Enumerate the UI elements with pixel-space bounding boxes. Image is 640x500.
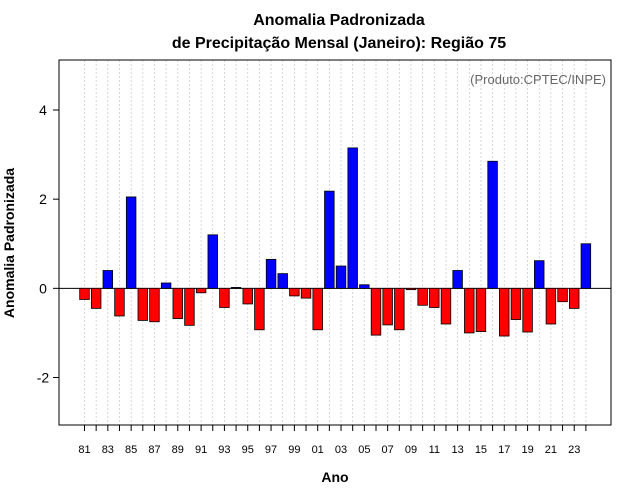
bar-08: [394, 287, 405, 331]
bar-15: [475, 287, 487, 332]
bar-09: [405, 287, 417, 291]
source-note: (Produto:CPTEC/INPE): [470, 72, 606, 87]
x-tick-label: 11: [429, 444, 440, 456]
x-tick-label: 95: [242, 444, 254, 456]
bar-07: [382, 287, 393, 326]
bar-18: [510, 287, 522, 320]
bar-88: [160, 282, 172, 289]
bar-83: [102, 270, 114, 289]
bar-14: [464, 287, 475, 334]
x-tick-label: 19: [521, 444, 533, 456]
bar-89: [172, 287, 183, 320]
bar-21: [545, 287, 557, 325]
y-axis: -2 0 2 4: [37, 102, 59, 386]
y-tick-label: 4: [39, 102, 47, 118]
x-tick-label: 09: [405, 444, 417, 456]
bars: [79, 147, 592, 337]
bar-22: [557, 287, 568, 303]
plot-frame: [58, 59, 612, 426]
y-tick-label: 0: [39, 280, 47, 296]
bar-23: [569, 287, 580, 309]
bar-05: [359, 284, 370, 289]
bar-16: [487, 160, 498, 289]
bar-20: [534, 260, 545, 289]
x-tick-label: 87: [148, 444, 160, 456]
bar-02: [324, 190, 335, 289]
x-tick-label: 97: [265, 444, 277, 456]
bar-11: [429, 287, 440, 308]
bar-00: [300, 287, 312, 299]
chart-subtitle: de Precipitação Mensal (Janeiro): Região…: [172, 35, 506, 52]
bar-99: [289, 287, 300, 297]
x-tick-label: 83: [102, 444, 114, 456]
bar-06: [370, 287, 382, 336]
bar-98: [277, 273, 288, 289]
x-tick-label: 15: [475, 444, 487, 456]
y-tick-label: -2: [37, 370, 50, 386]
x-tick-label: 81: [78, 444, 90, 456]
bar-04: [347, 147, 358, 289]
bar-94: [230, 287, 242, 289]
bar-03: [335, 265, 347, 289]
bar-82: [90, 287, 102, 309]
grid-lines: [84, 60, 587, 425]
bar-81: [79, 287, 90, 300]
x-tick-label: 23: [568, 444, 580, 456]
bar-01: [312, 287, 323, 331]
bar-84: [114, 287, 125, 317]
bar-85: [125, 196, 137, 289]
bar-96: [254, 287, 265, 331]
bar-95: [242, 287, 253, 305]
x-tick-label: 85: [125, 444, 137, 456]
bar-93: [219, 287, 230, 308]
bar-87: [149, 287, 160, 323]
y-tick-label: 2: [39, 191, 47, 207]
bar-17: [499, 287, 510, 337]
x-tick-label: 03: [335, 444, 347, 456]
x-axis-label: Ano: [321, 469, 348, 485]
x-tick-label: 89: [172, 444, 184, 456]
x-tick-label: 05: [358, 444, 370, 456]
bar-92: [207, 234, 218, 289]
x-tick-label: 07: [382, 444, 394, 456]
x-tick-label: 91: [195, 444, 207, 456]
y-axis-label: Anomalia Padronizada: [1, 168, 17, 318]
x-tick-label: 93: [218, 444, 230, 456]
bar-97: [265, 258, 277, 289]
bar-24: [580, 243, 592, 289]
bar-91: [195, 287, 207, 294]
bar-19: [522, 287, 533, 333]
x-tick-label: 17: [498, 444, 510, 456]
x-tick-label: 01: [312, 444, 324, 456]
bar-10: [417, 287, 428, 306]
x-axis: 81 83 85 87 89 91 93 95 97 99 01 03 05 07 09 11 13 15 17 19…: [78, 425, 587, 456]
x-tick-label: 13: [451, 444, 463, 456]
x-tick-label: 21: [545, 444, 557, 456]
chart-title: Anomalia Padronizada: [253, 12, 425, 29]
x-tick-label: 99: [288, 444, 300, 456]
bar-86: [137, 287, 149, 321]
bar-90: [184, 287, 195, 326]
bar-12: [440, 287, 452, 325]
bar-13: [452, 270, 463, 289]
